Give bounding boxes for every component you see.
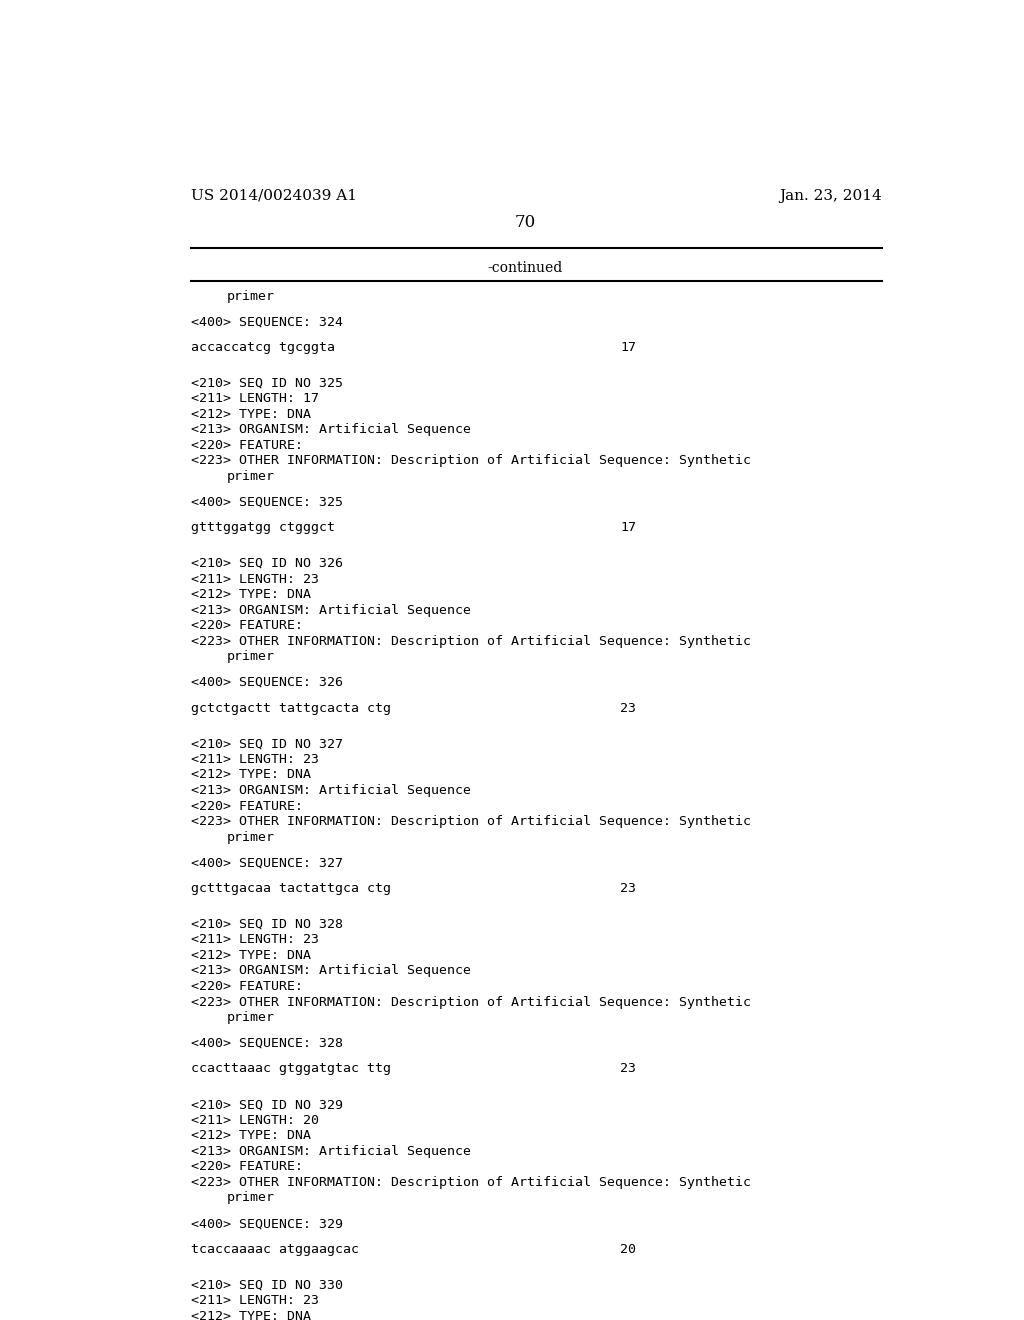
Text: 70: 70 <box>514 214 536 231</box>
Text: <213> ORGANISM: Artificial Sequence: <213> ORGANISM: Artificial Sequence <box>191 1144 471 1158</box>
Text: <213> ORGANISM: Artificial Sequence: <213> ORGANISM: Artificial Sequence <box>191 784 471 797</box>
Text: <211> LENGTH: 23: <211> LENGTH: 23 <box>191 933 319 946</box>
Text: gctctgactt tattgcacta ctg: gctctgactt tattgcacta ctg <box>191 702 391 714</box>
Text: <213> ORGANISM: Artificial Sequence: <213> ORGANISM: Artificial Sequence <box>191 424 471 436</box>
Text: <223> OTHER INFORMATION: Description of Artificial Sequence: Synthetic: <223> OTHER INFORMATION: Description of … <box>191 454 752 467</box>
Text: <211> LENGTH: 23: <211> LENGTH: 23 <box>191 1294 319 1307</box>
Text: <213> ORGANISM: Artificial Sequence: <213> ORGANISM: Artificial Sequence <box>191 965 471 977</box>
Text: primer: primer <box>227 470 275 483</box>
Text: <400> SEQUENCE: 324: <400> SEQUENCE: 324 <box>191 315 343 329</box>
Text: <211> LENGTH: 20: <211> LENGTH: 20 <box>191 1114 319 1127</box>
Text: <220> FEATURE:: <220> FEATURE: <box>191 438 303 451</box>
Text: primer: primer <box>227 1192 275 1204</box>
Text: <223> OTHER INFORMATION: Description of Artificial Sequence: Synthetic: <223> OTHER INFORMATION: Description of … <box>191 816 752 828</box>
Text: <211> LENGTH: 17: <211> LENGTH: 17 <box>191 392 319 405</box>
Text: 23: 23 <box>620 1063 636 1076</box>
Text: <220> FEATURE:: <220> FEATURE: <box>191 1160 303 1173</box>
Text: <400> SEQUENCE: 328: <400> SEQUENCE: 328 <box>191 1036 343 1049</box>
Text: primer: primer <box>227 830 275 843</box>
Text: <212> TYPE: DNA: <212> TYPE: DNA <box>191 768 311 781</box>
Text: Jan. 23, 2014: Jan. 23, 2014 <box>779 189 882 203</box>
Text: <213> ORGANISM: Artificial Sequence: <213> ORGANISM: Artificial Sequence <box>191 603 471 616</box>
Text: <210> SEQ ID NO 329: <210> SEQ ID NO 329 <box>191 1098 343 1111</box>
Text: <212> TYPE: DNA: <212> TYPE: DNA <box>191 1130 311 1142</box>
Text: <210> SEQ ID NO 328: <210> SEQ ID NO 328 <box>191 917 343 931</box>
Text: <400> SEQUENCE: 329: <400> SEQUENCE: 329 <box>191 1217 343 1230</box>
Text: <400> SEQUENCE: 325: <400> SEQUENCE: 325 <box>191 495 343 508</box>
Text: <400> SEQUENCE: 326: <400> SEQUENCE: 326 <box>191 676 343 689</box>
Text: <210> SEQ ID NO 326: <210> SEQ ID NO 326 <box>191 557 343 570</box>
Text: 17: 17 <box>620 521 636 535</box>
Text: <212> TYPE: DNA: <212> TYPE: DNA <box>191 1309 311 1320</box>
Text: <220> FEATURE:: <220> FEATURE: <box>191 979 303 993</box>
Text: <211> LENGTH: 23: <211> LENGTH: 23 <box>191 573 319 586</box>
Text: <220> FEATURE:: <220> FEATURE: <box>191 800 303 813</box>
Text: gtttggatgg ctgggct: gtttggatgg ctgggct <box>191 521 336 535</box>
Text: 23: 23 <box>620 702 636 714</box>
Text: <223> OTHER INFORMATION: Description of Artificial Sequence: Synthetic: <223> OTHER INFORMATION: Description of … <box>191 635 752 648</box>
Text: <210> SEQ ID NO 327: <210> SEQ ID NO 327 <box>191 738 343 750</box>
Text: ccacttaaac gtggatgtac ttg: ccacttaaac gtggatgtac ttg <box>191 1063 391 1076</box>
Text: <210> SEQ ID NO 330: <210> SEQ ID NO 330 <box>191 1279 343 1291</box>
Text: <212> TYPE: DNA: <212> TYPE: DNA <box>191 589 311 601</box>
Text: <212> TYPE: DNA: <212> TYPE: DNA <box>191 949 311 962</box>
Text: 20: 20 <box>620 1243 636 1255</box>
Text: 17: 17 <box>620 341 636 354</box>
Text: -continued: -continued <box>487 261 562 275</box>
Text: tcaccaaaac atggaagcac: tcaccaaaac atggaagcac <box>191 1243 359 1255</box>
Text: accaccatcg tgcggta: accaccatcg tgcggta <box>191 341 336 354</box>
Text: primer: primer <box>227 1011 275 1024</box>
Text: <223> OTHER INFORMATION: Description of Artificial Sequence: Synthetic: <223> OTHER INFORMATION: Description of … <box>191 1176 752 1189</box>
Text: <211> LENGTH: 23: <211> LENGTH: 23 <box>191 752 319 766</box>
Text: primer: primer <box>227 289 275 302</box>
Text: <220> FEATURE:: <220> FEATURE: <box>191 619 303 632</box>
Text: <212> TYPE: DNA: <212> TYPE: DNA <box>191 408 311 421</box>
Text: <223> OTHER INFORMATION: Description of Artificial Sequence: Synthetic: <223> OTHER INFORMATION: Description of … <box>191 995 752 1008</box>
Text: US 2014/0024039 A1: US 2014/0024039 A1 <box>191 189 357 203</box>
Text: <210> SEQ ID NO 325: <210> SEQ ID NO 325 <box>191 376 343 389</box>
Text: gctttgacaa tactattgca ctg: gctttgacaa tactattgca ctg <box>191 882 391 895</box>
Text: <400> SEQUENCE: 327: <400> SEQUENCE: 327 <box>191 857 343 870</box>
Text: 23: 23 <box>620 882 636 895</box>
Text: primer: primer <box>227 651 275 663</box>
